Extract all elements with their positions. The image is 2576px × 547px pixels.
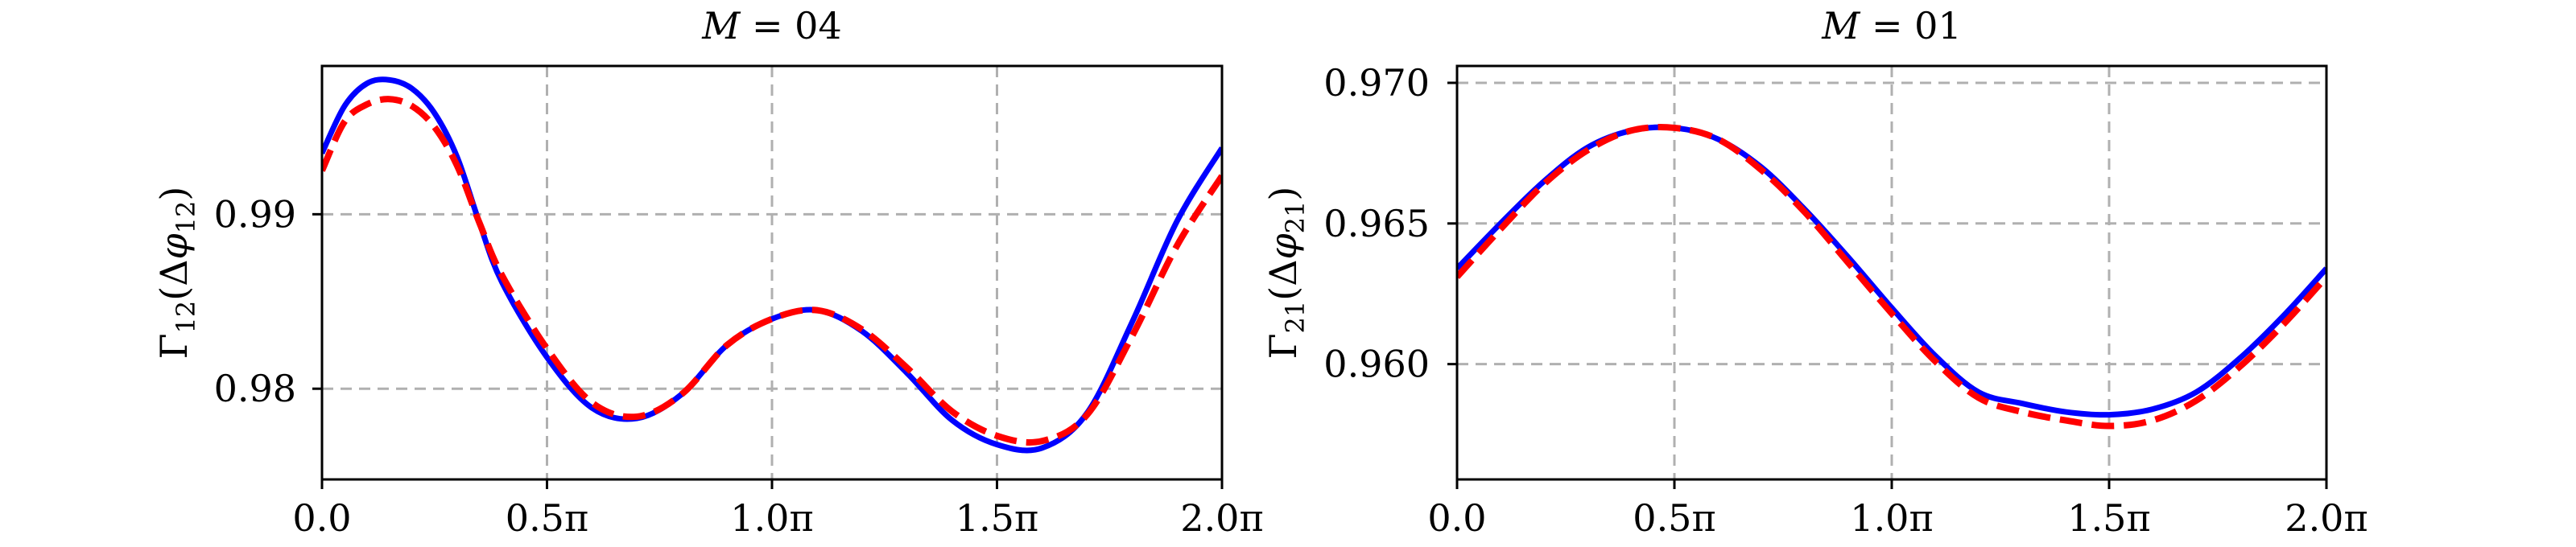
subplot-left: 0.0 0.5π 1.0π 1.5π 2.0π 0.98 0.99 M = 04 Γ12(Δφ1…	[152, 4, 1264, 540]
y-axis-label: Γ12(Δφ12)	[152, 187, 201, 360]
x-tick-label: 1.0π	[730, 496, 813, 540]
y-tick-label: 0.99	[214, 192, 296, 236]
x-tick-label: 0.5π	[506, 496, 588, 540]
x-tick-label: 0.0	[292, 496, 351, 540]
y-axis-label: Γ21(Δφ21)	[1261, 187, 1311, 360]
x-tick-label: 1.5π	[2067, 496, 2150, 540]
series-line-red-dashed	[1457, 124, 2326, 430]
x-tick-label: 1.5π	[956, 496, 1038, 540]
x-tick-label: 0.0	[1427, 496, 1486, 540]
series-line-blue-solid	[1457, 124, 2326, 418]
x-tick-label: 0.5π	[1633, 496, 1715, 540]
x-tick-label: 2.0π	[1180, 496, 1263, 540]
y-tick-label: 0.98	[214, 367, 296, 410]
subplot-right: 0.0 0.5π 1.0π 1.5π 2.0π 0.960 0.965 0.970 M = 01…	[1261, 4, 2368, 540]
y-tick-label: 0.965	[1323, 202, 1430, 245]
chart-title: M = 01	[1821, 4, 1961, 47]
x-tick-label: 2.0π	[2285, 496, 2368, 540]
x-tick-label: 1.0π	[1850, 496, 1933, 540]
y-tick-label: 0.970	[1323, 61, 1430, 105]
chart-title: M = 04	[701, 4, 841, 47]
y-tick-label: 0.960	[1323, 343, 1430, 386]
series-line-red-dashed	[322, 96, 1222, 446]
